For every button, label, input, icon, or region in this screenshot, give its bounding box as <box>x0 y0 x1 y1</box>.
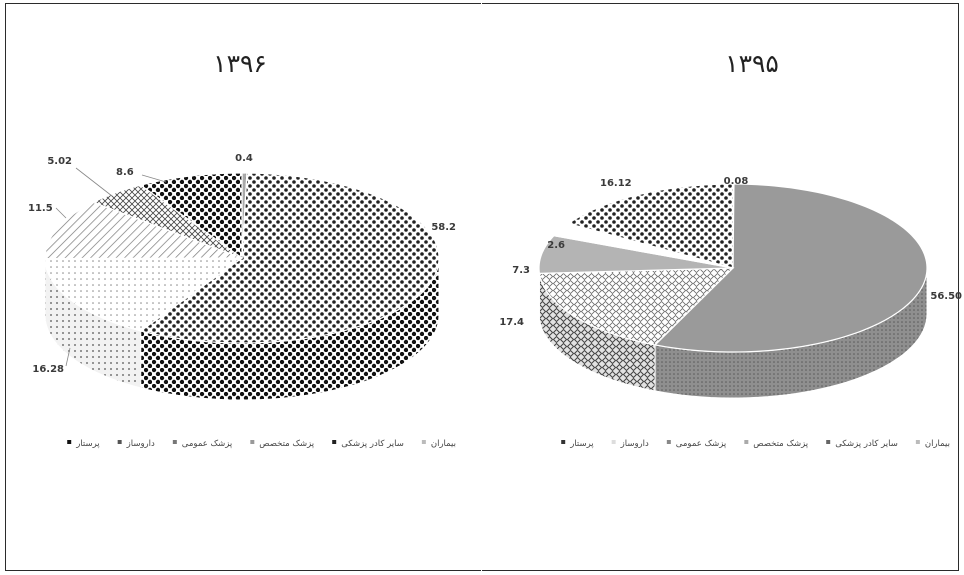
pie-slice-3 <box>44 201 243 260</box>
legend-swatch <box>250 440 255 444</box>
data-labels: 0.4 58.2 16.28 11.5 5.02 8.6 <box>28 153 456 375</box>
pie-slice-1 <box>653 183 928 353</box>
legend-swatch <box>172 440 177 444</box>
leader-line <box>75 167 113 197</box>
legend-entry: پزشک عمومی <box>182 439 233 449</box>
data-labels: 0.08 56.50 17.4 7.3 2.6 16.12 <box>499 176 962 328</box>
data-label: 16.28 <box>32 364 64 375</box>
legend-swatch <box>421 440 426 444</box>
pie-slice-2 <box>538 267 735 346</box>
data-label: 8.6 <box>116 167 134 178</box>
data-label: 11.5 <box>28 203 53 214</box>
pie-chart-2: ۱۳۹۵ 0.08 56.50 17.4 7.3 2.6 16.12 بیماران سایر … <box>499 49 962 449</box>
legend: بیماران سایر کادر پزشکی پزشک متخصص پزشک عمو… <box>561 439 950 449</box>
data-label: 0.4 <box>235 153 253 164</box>
legend-entry: بیماران <box>925 439 950 449</box>
pie-slice-5 <box>566 183 734 269</box>
data-label: 0.08 <box>724 176 749 187</box>
legend-swatch <box>611 440 616 444</box>
data-label: 58.2 <box>431 222 456 233</box>
pie-slice-5 <box>139 172 243 260</box>
data-label: 7.3 <box>512 265 530 276</box>
legend-entry: سایر کادر پزشکی <box>341 439 404 449</box>
legend-swatch <box>826 440 831 444</box>
chart-title: ۱۳۹۶ <box>213 49 267 78</box>
pie-slice-4 <box>552 222 734 269</box>
legend-entry: بیماران <box>431 439 456 449</box>
leader-line <box>55 207 67 219</box>
legend-entry: سایر کادر پزشکی <box>835 439 898 449</box>
data-label: 17.4 <box>499 317 524 328</box>
data-label: 5.02 <box>47 156 72 167</box>
pie-slice-1 <box>139 172 440 344</box>
legend-swatch <box>744 440 749 444</box>
data-label: 56.50 <box>930 291 962 302</box>
legend-swatch <box>67 440 72 444</box>
legend-entry: داروساز <box>620 439 649 449</box>
data-label: 16.12 <box>600 178 632 189</box>
pie-slices <box>44 172 440 344</box>
leader-line <box>65 347 71 367</box>
legend-entry: پزشک متخصص <box>753 439 809 449</box>
chart-title: ۱۳۹۵ <box>725 49 779 78</box>
legend: بیماران سایر کادر پزشکی پزشک متخصص پزشک عمو… <box>67 439 456 449</box>
pie-slice-3 <box>538 235 734 274</box>
legend-entry: پزشک متخصص <box>259 439 315 449</box>
pie-slice-4 <box>91 184 243 259</box>
legend-entry: داروساز <box>126 439 155 449</box>
pie-chart-1: ۱۳۹۶ 0.4 58.2 16.28 11.5 5.02 8.6 بیماران سایر ک… <box>28 49 456 449</box>
legend-swatch <box>915 440 920 444</box>
legend-swatch <box>666 440 671 444</box>
legend-swatch <box>117 440 122 444</box>
legend-entry: پرستار <box>569 439 594 449</box>
data-label: 2.6 <box>547 240 565 251</box>
legend-swatch <box>332 440 337 444</box>
figure-frame <box>5 3 959 571</box>
panel-divider <box>481 3 482 571</box>
pie-slices <box>538 183 928 353</box>
legend-swatch <box>561 440 566 444</box>
pie-slice-2 <box>44 257 244 332</box>
leader-line <box>141 174 167 183</box>
legend-entry: پزشک عمومی <box>676 439 727 449</box>
legend-entry: پرستار <box>75 439 100 449</box>
